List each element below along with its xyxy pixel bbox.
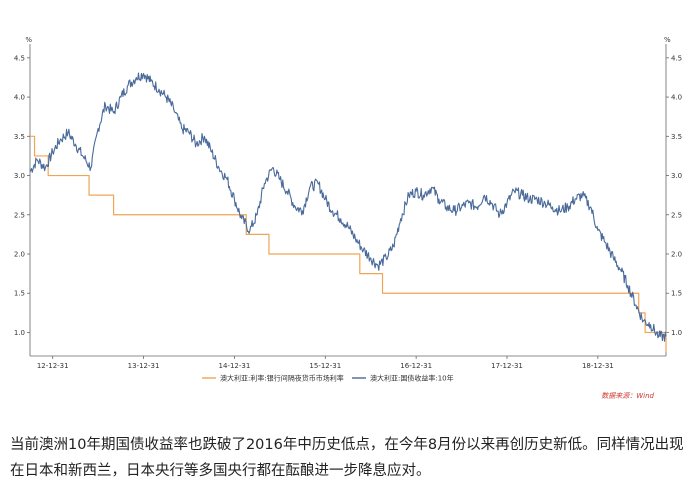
legend-label-10y-yield: 澳大利亚:国债收益率:10年 — [370, 374, 454, 383]
y-tick-label-right: 1.0 — [671, 329, 682, 337]
y-tick-label-right: 2.0 — [671, 251, 682, 259]
y-tick-label-left: 3.5 — [14, 133, 25, 141]
y-tick-label-left: 2.5 — [14, 211, 25, 219]
chart-legend: 澳大利亚:利率:银行间隔夜货币市场利率 澳大利亚:国债收益率:10年 — [202, 374, 454, 383]
x-tick-label: 12-12-31 — [37, 362, 69, 370]
y-tick-label-right: 3.0 — [671, 172, 682, 180]
series-line-10y-yield — [29, 72, 667, 342]
y-tick-label-right: 1.5 — [671, 290, 682, 298]
data-source-label: 数据来源：Wind — [601, 392, 654, 400]
y-tick-label-left: 2.0 — [14, 251, 25, 259]
y-tick-label-left: 1.0 — [14, 329, 25, 337]
y-tick-label-left: 4.0 — [14, 94, 25, 102]
line-chart: 1.0 1.0 1.5 1.5 2.0 2.0 2.5 2.5 3.0 3.0 3.5 3.5 4.0 4… — [14, 36, 682, 400]
chart-series-layer — [29, 72, 667, 353]
x-tick-label: 17-12-31 — [491, 362, 523, 370]
x-tick-label: 13-12-31 — [128, 362, 160, 370]
x-tick-label: 15-12-31 — [309, 362, 341, 370]
chart-axes: 1.0 1.0 1.5 1.5 2.0 2.0 2.5 2.5 3.0 3.0 3.5 3.5 4.0 4… — [14, 36, 682, 370]
y-tick-label-right: 3.5 — [671, 133, 682, 141]
series-line-overnight-rate — [30, 135, 667, 353]
legend-label-overnight-rate: 澳大利亚:利率:银行间隔夜货币市场利率 — [220, 374, 344, 383]
x-tick-label: 14-12-31 — [219, 362, 251, 370]
y-tick-label-left: 3.0 — [14, 172, 25, 180]
y-tick-label-right: 4.0 — [671, 94, 682, 102]
y-tick-label-left: 4.5 — [14, 54, 25, 62]
y-tick-label-left: 1.5 — [14, 290, 25, 298]
article-caption: 当前澳洲10年期国债收益率也跌破了2016年中历史低点，在今年8月份以来再创历史… — [10, 437, 684, 479]
chart-area: 1.0 1.0 1.5 1.5 2.0 2.0 2.5 2.5 3.0 3.0 3.5 3.5 4.0 4… — [14, 36, 682, 400]
y-tick-label-right: 2.5 — [671, 211, 682, 219]
y-tick-label-right: 4.5 — [671, 54, 682, 62]
x-tick-label: 16-12-31 — [400, 362, 432, 370]
y-unit-left: % — [25, 36, 32, 44]
x-tick-label: 18-12-31 — [582, 362, 614, 370]
y-unit-right: % — [664, 36, 671, 44]
